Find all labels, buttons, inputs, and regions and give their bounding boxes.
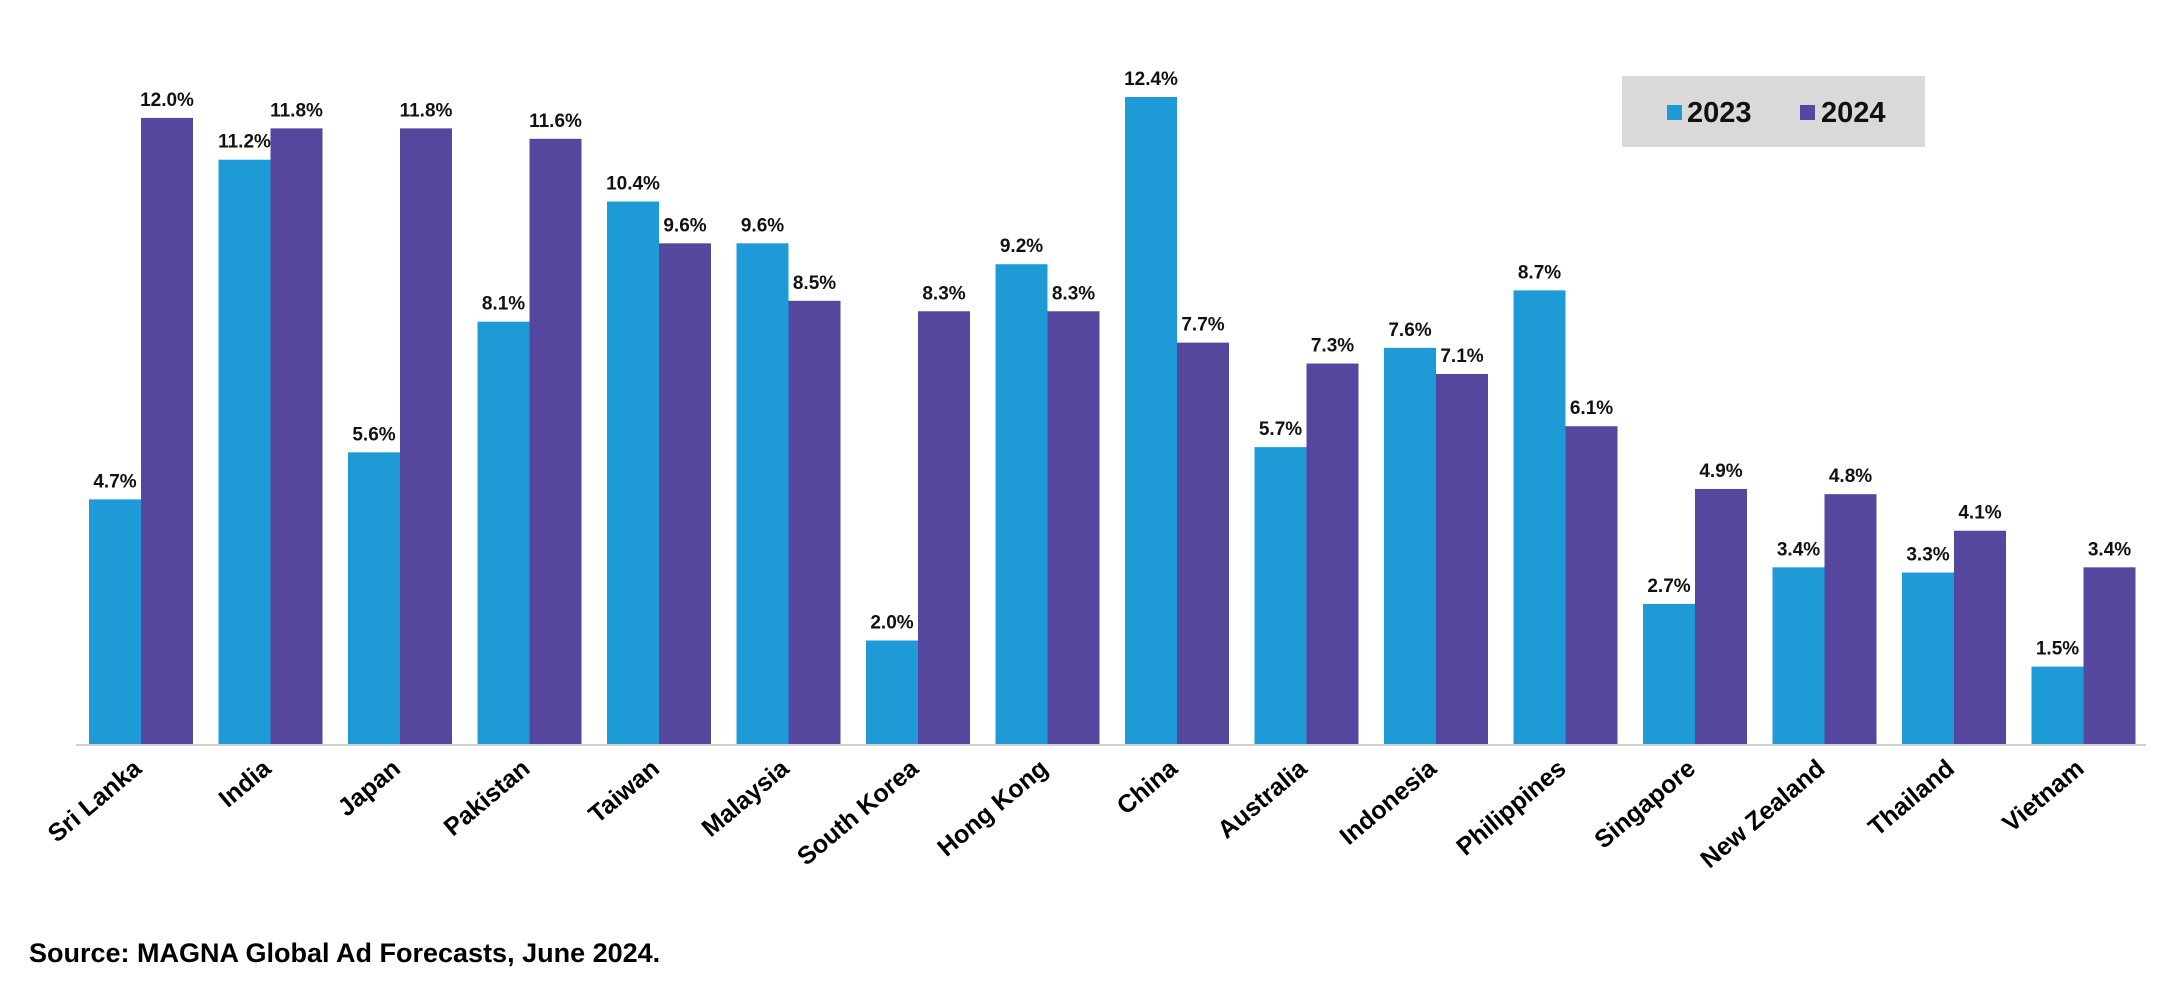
bar-pakistan-2023 [477,321,530,745]
bar-india-2024 [270,128,323,745]
bar-taiwan-2024 [659,243,711,746]
value-label-sri-lanka-2023: 4.7% [93,471,136,492]
bar-australia-2023 [1254,447,1307,745]
value-label-philippines-2023: 8.7% [1518,262,1561,283]
value-label-china-2023: 12.4% [1124,69,1178,90]
bar-new-zealand-2024 [1824,494,1877,745]
value-label-pakistan-2023: 8.1% [482,294,525,315]
bar-sri-lanka-2024 [141,117,193,746]
bar-philippines-2023 [1513,290,1566,745]
bar-singapore-2023 [1643,603,1695,745]
category-label-new-zealand: New Zealand [1695,754,1830,874]
value-label-sri-lanka-2024: 12.0% [140,90,194,111]
value-label-hong-kong-2023: 9.2% [1000,236,1043,257]
bar-south-korea-2023 [866,640,918,745]
category-label-sri-lanka: Sri Lanka [43,753,148,847]
legend: 2023 2024 [1622,76,1925,147]
bar-vietnam-2023 [2031,666,2084,745]
legend-label-2024: 2024 [1821,97,1886,129]
value-label-pakistan-2024: 11.6% [529,111,582,132]
value-label-malaysia-2023: 9.6% [741,215,784,236]
legend-swatch-2023 [1667,105,1682,120]
bar-japan-2023 [348,452,400,745]
category-labels-layer: Sri Lanka India Japan Pakistan Taiwan Malaysi… [43,753,2090,873]
value-label-japan-2024: 11.8% [400,100,453,121]
value-label-australia-2023: 5.7% [1259,419,1302,440]
category-label-indonesia: Indonesia [1334,753,1442,850]
category-label-thailand: Thailand [1863,754,1960,842]
bar-australia-2024 [1306,363,1359,745]
value-labels-layer: 4.7% 12.0% 11.2% 11.8% 5.6% 11.8% 8.1% 11.6% 10.… [93,69,2131,660]
value-label-japan-2023: 5.6% [352,424,395,445]
bar-china-2023 [1125,97,1177,745]
value-label-vietnam-2024: 3.4% [2088,539,2131,560]
bar-vietnam-2024 [2083,567,2136,745]
category-label-japan: Japan [333,754,406,822]
value-label-thailand-2023: 3.3% [1906,545,1949,566]
value-label-philippines-2024: 6.1% [1570,398,1613,419]
bar-indonesia-2024 [1436,373,1488,745]
bar-indonesia-2023 [1384,347,1436,745]
value-label-taiwan-2024: 9.6% [663,215,706,236]
bar-new-zealand-2023 [1772,567,1825,745]
value-label-india-2023: 11.2% [218,132,271,153]
bar-japan-2024 [400,128,452,745]
value-label-south-korea-2024: 8.3% [922,283,965,304]
category-label-singapore: Singapore [1589,754,1701,854]
value-label-singapore-2023: 2.7% [1647,576,1690,597]
value-label-taiwan-2023: 10.4% [606,174,660,195]
value-label-australia-2024: 7.3% [1311,336,1354,357]
category-label-south-korea: South Korea [792,753,925,871]
value-label-south-korea-2023: 2.0% [870,612,913,633]
bar-philippines-2024 [1565,426,1618,745]
bar-china-2024 [1177,342,1229,745]
value-label-thailand-2024: 4.1% [1958,503,2001,524]
category-label-china: China [1112,753,1184,820]
value-label-malaysia-2024: 8.5% [793,273,836,294]
category-label-vietnam: Vietnam [1997,754,2089,838]
value-label-china-2024: 7.7% [1181,315,1224,336]
bar-singapore-2024 [1695,488,1747,745]
category-label-malaysia: Malaysia [696,753,795,842]
value-label-new-zealand-2024: 4.8% [1829,466,1872,487]
legend-swatch-2024 [1800,105,1815,120]
category-label-australia: Australia [1212,753,1313,844]
category-label-hong-kong: Hong Kong [932,754,1053,862]
bar-south-korea-2024 [918,311,970,745]
value-label-indonesia-2023: 7.6% [1388,320,1431,341]
bar-hong-kong-2024 [1047,311,1100,745]
bar-malaysia-2024 [788,300,841,745]
bar-malaysia-2023 [736,243,789,746]
value-label-singapore-2024: 4.9% [1699,461,1742,482]
bar-thailand-2024 [1954,530,2006,745]
bar-pakistan-2024 [529,138,582,745]
category-label-india: India [214,753,278,813]
category-label-philippines: Philippines [1451,754,1571,861]
value-label-india-2024: 11.8% [270,100,323,121]
bar-taiwan-2023 [607,201,659,746]
value-label-hong-kong-2024: 8.3% [1052,283,1095,304]
category-label-pakistan: Pakistan [439,754,536,842]
source-note: Source: MAGNA Global Ad Forecasts, June … [29,938,661,968]
bar-india-2023 [218,159,271,746]
value-label-vietnam-2023: 1.5% [2036,639,2079,660]
legend-label-2023: 2023 [1687,97,1752,129]
bar-hong-kong-2023 [995,264,1048,745]
value-label-indonesia-2024: 7.1% [1440,346,1483,367]
category-label-taiwan: Taiwan [583,754,664,829]
bar-thailand-2023 [1902,572,1954,745]
bar-sri-lanka-2023 [89,499,141,745]
value-label-new-zealand-2023: 3.4% [1777,539,1820,560]
bars-layer [89,97,2136,746]
